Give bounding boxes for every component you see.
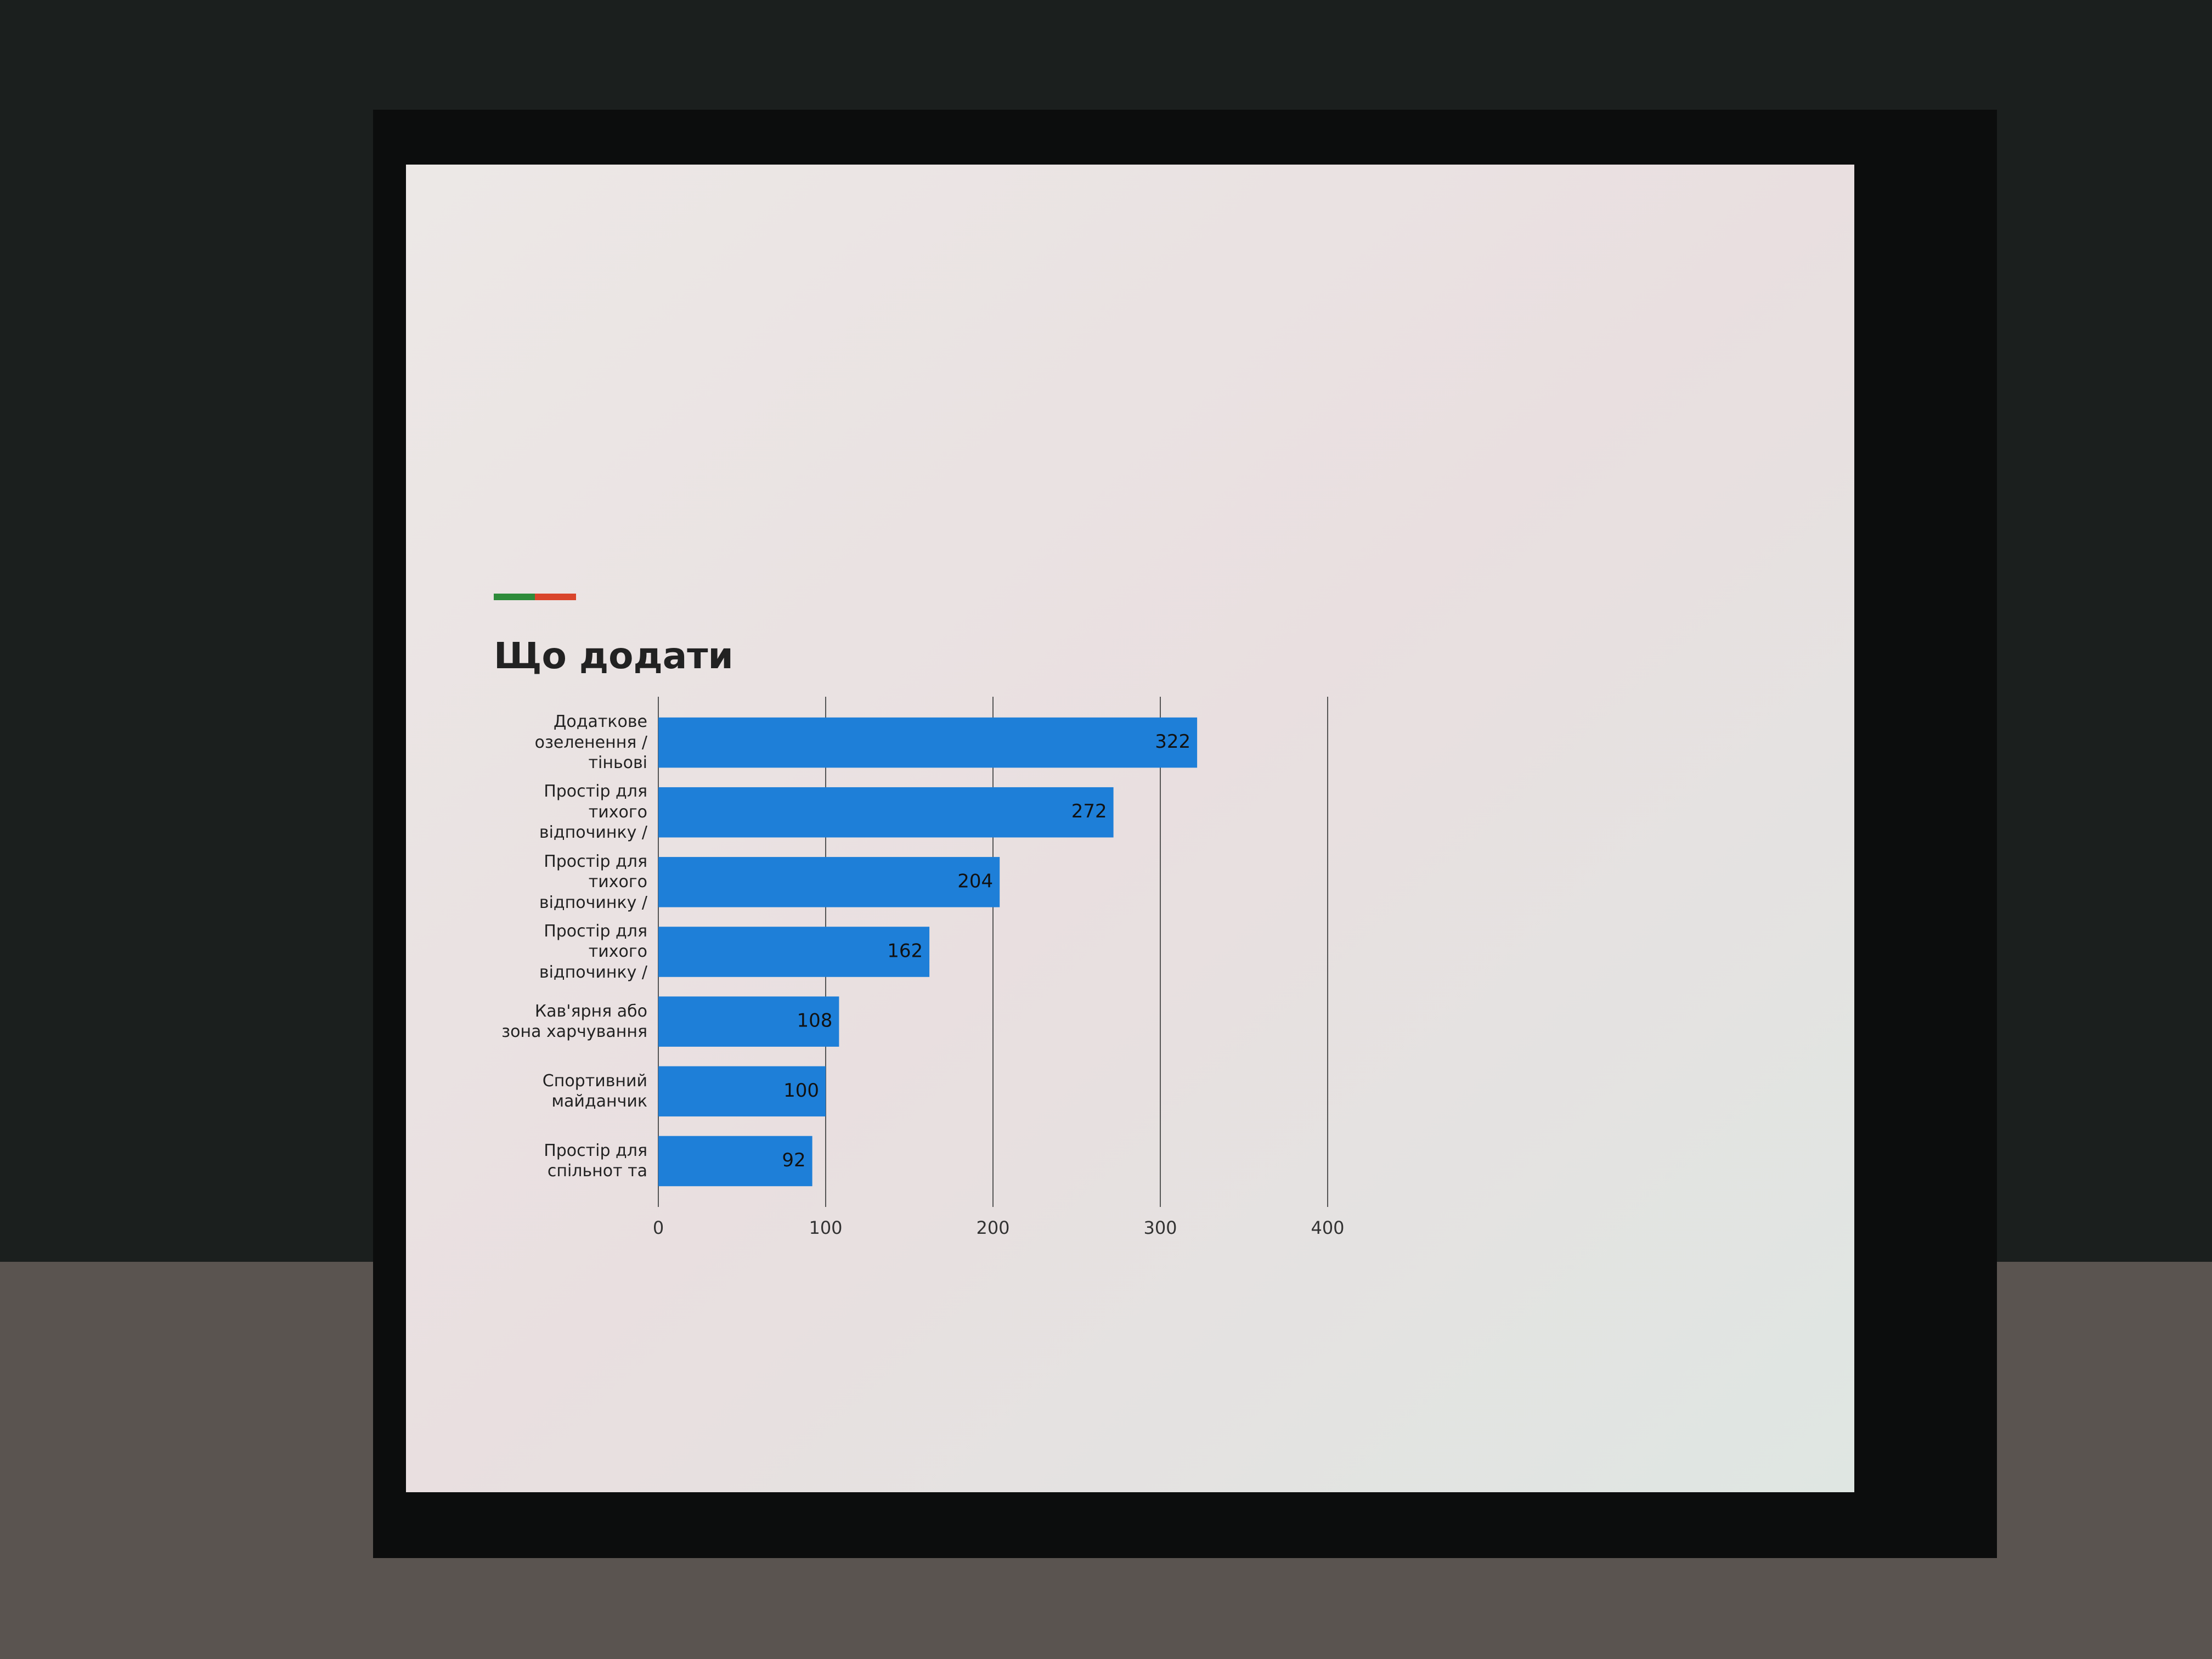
- bar: [658, 787, 1114, 838]
- bar: [658, 927, 930, 977]
- bar: [658, 996, 839, 1047]
- chart: 0 100 200 300 400 Додаткове озеленення / тінь…: [501, 697, 1345, 1238]
- y-tick-label: Кав'ярня або зона харчування: [501, 1001, 647, 1042]
- value-label: 108: [797, 1010, 832, 1032]
- bar: [658, 857, 1000, 907]
- y-tick-label: Простір для спільнот та: [544, 1141, 647, 1181]
- y-tick-label-box: Додаткове озеленення / тіньові: [534, 712, 647, 773]
- value-label: 322: [1155, 731, 1190, 753]
- x-tick-label: 100: [809, 1217, 842, 1238]
- x-tick-label: 200: [976, 1217, 1009, 1238]
- accent-red: [535, 594, 576, 600]
- x-tick-label: 0: [653, 1217, 664, 1238]
- bar: [658, 717, 1198, 768]
- value-label: 272: [1071, 800, 1107, 822]
- y-tick-label-box: Спортивний майданчик: [542, 1071, 647, 1111]
- y-tick-label-box: Простір для тихого відпочинку /: [539, 782, 647, 843]
- y-tick-label: Простір для тихого відпочинку /: [539, 851, 647, 912]
- x-tick-label: 400: [1311, 1217, 1344, 1238]
- bar: [658, 1136, 812, 1187]
- screen: [406, 165, 1854, 1492]
- chart-title: Що додати: [494, 635, 733, 677]
- value-label: 162: [887, 940, 923, 962]
- value-label: 100: [783, 1080, 819, 1102]
- y-tick-label-box: Простір для тихого відпочинку /: [539, 851, 647, 912]
- y-tick-label: Додаткове озеленення / тіньові: [534, 712, 647, 773]
- x-tick-label: 300: [1143, 1217, 1177, 1238]
- bar: [658, 1066, 826, 1117]
- y-tick-label: Простір для тихого відпочинку /: [539, 782, 647, 843]
- y-tick-label-box: Кав'ярня або зона харчування: [501, 1001, 647, 1042]
- y-tick-label-box: Простір для тихого відпочинку /: [539, 921, 647, 982]
- value-label: 92: [782, 1149, 805, 1171]
- y-tick-label: Спортивний майданчик: [542, 1071, 647, 1111]
- y-tick-label: Простір для тихого відпочинку /: [539, 921, 647, 982]
- value-label: 204: [957, 870, 993, 892]
- y-tick-label-box: Простір для спільнот та: [544, 1141, 647, 1181]
- accent-green: [494, 594, 535, 600]
